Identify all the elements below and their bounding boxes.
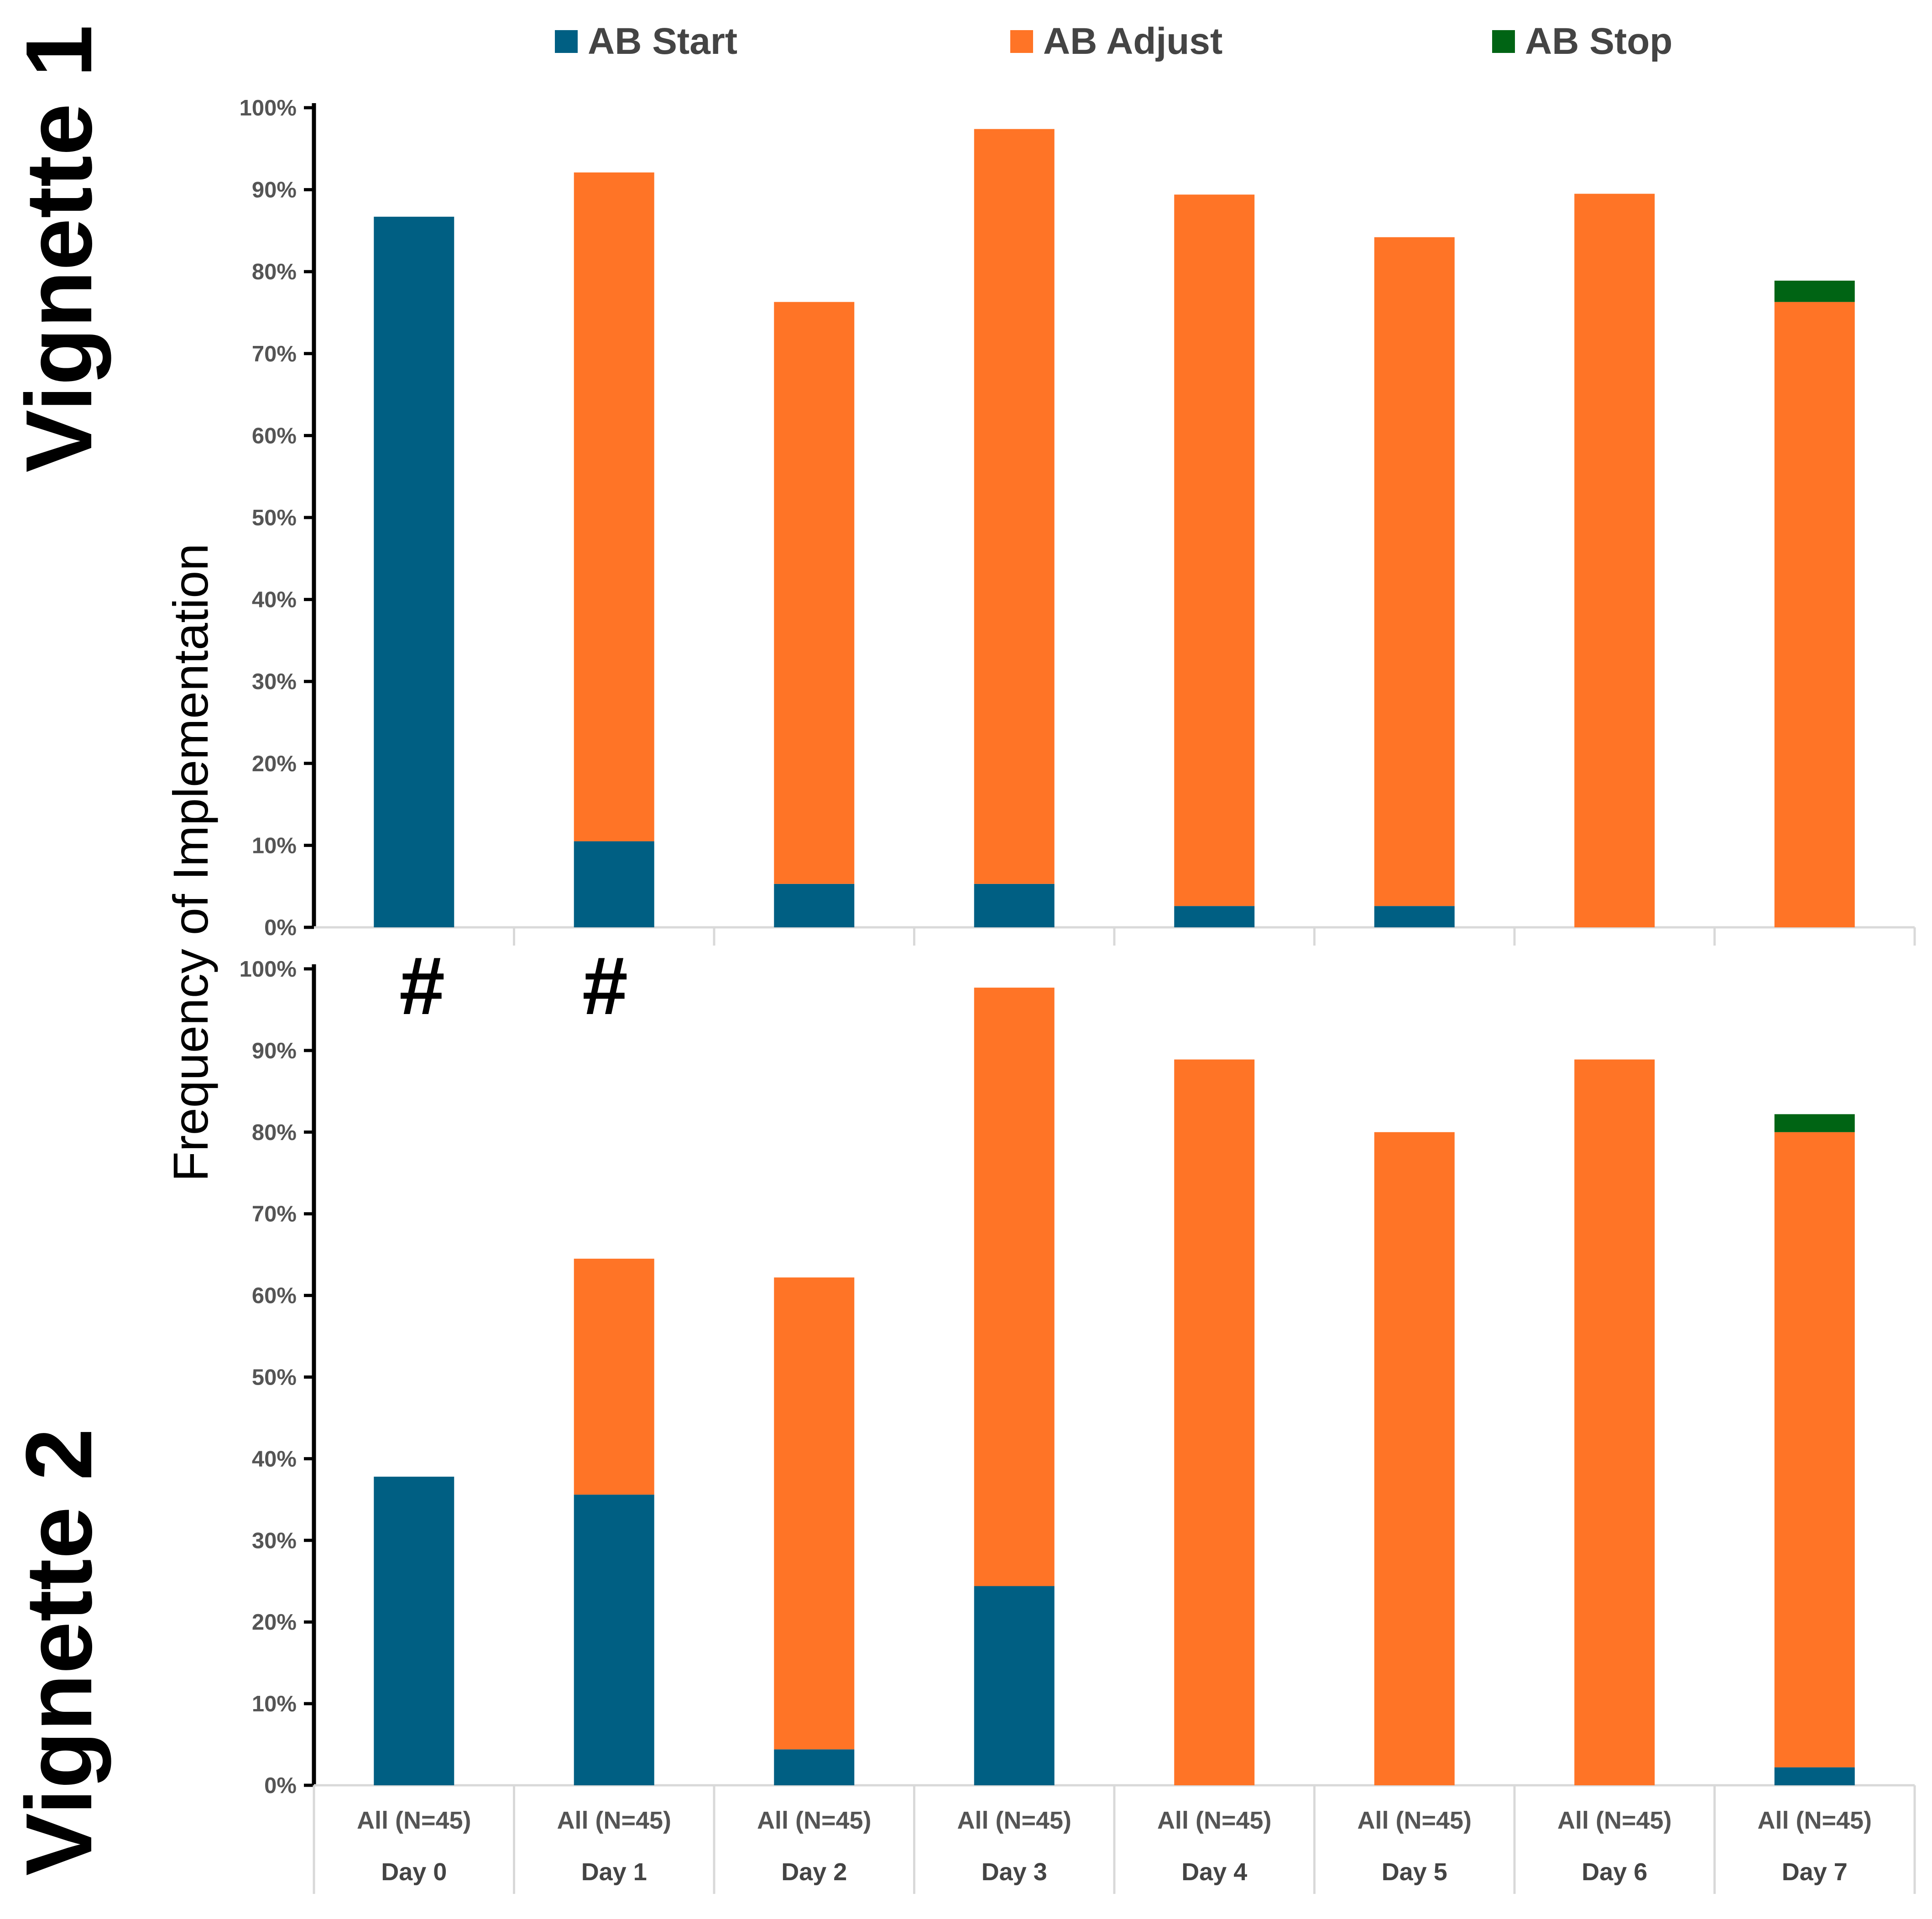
category-label-day-6: Day 6: [1582, 1858, 1647, 1886]
annotation-hash-day-0: #: [399, 940, 445, 1032]
bar-ab-adjust-day-3: [974, 129, 1055, 884]
y-tick-label: 30%: [252, 1528, 297, 1553]
y-tick-label: 60%: [252, 1284, 297, 1308]
category-group-label: All (N=45): [1557, 1807, 1672, 1834]
bar-ab-adjust-day-2: [774, 1277, 855, 1750]
y-axis-title: Frequency of Implementation: [163, 544, 218, 1182]
legend-swatch-ab-start: [555, 30, 578, 53]
bar-ab-start-day-5: [1374, 906, 1455, 927]
bar-ab-stop-day-7: [1774, 1114, 1855, 1132]
y-tick-label: 10%: [252, 1692, 297, 1716]
category-label-day-5: Day 5: [1382, 1858, 1447, 1886]
category-label-day-3: Day 3: [982, 1858, 1047, 1886]
bar-ab-adjust-day-7: [1774, 302, 1855, 927]
y-tick-label: 90%: [252, 178, 297, 203]
bar-ab-start-day-2: [774, 884, 855, 927]
category-group-label: All (N=45): [1157, 1807, 1272, 1834]
vignette-1-label: Vignette 1: [6, 25, 111, 473]
vignette-2-label: Vignette 2: [6, 1428, 111, 1876]
annotation-hash-day-1: #: [582, 940, 628, 1032]
y-tick-label: 10%: [252, 833, 297, 858]
y-tick-label: 20%: [252, 752, 297, 776]
y-tick-label: 70%: [252, 342, 297, 366]
y-tick-label: 90%: [252, 1039, 297, 1063]
category-label-day-1: Day 1: [581, 1858, 647, 1886]
category-label-day-4: Day 4: [1181, 1858, 1247, 1886]
category-label-day-7: Day 7: [1782, 1858, 1848, 1886]
bar-ab-stop-day-7: [1774, 280, 1855, 302]
y-tick-label: 80%: [252, 260, 297, 284]
bar-ab-start-day-1: [574, 1495, 654, 1785]
y-tick-label: 30%: [252, 669, 297, 694]
bar-ab-adjust-day-7: [1774, 1132, 1855, 1767]
legend-swatch-ab-stop: [1492, 30, 1515, 53]
category-group-label: All (N=45): [757, 1807, 872, 1834]
bar-ab-adjust-day-4: [1174, 1059, 1255, 1785]
panel-vignette-2: 0% 10% 20% 30% 40% 50% 60% 70% 80% 90% 100%: [240, 957, 1915, 1798]
y-tick-label: 40%: [252, 1447, 297, 1471]
category-group-label: All (N=45): [1357, 1807, 1472, 1834]
y-tick-label: 70%: [252, 1202, 297, 1227]
bar-ab-adjust-day-6: [1574, 1059, 1655, 1785]
legend-label-ab-stop: AB Stop: [1525, 21, 1672, 62]
category-group-label: All (N=45): [1757, 1807, 1872, 1834]
y-tick-label: 60%: [252, 424, 297, 448]
y-tick-label: 80%: [252, 1120, 297, 1145]
bar-ab-adjust-day-3: [974, 988, 1055, 1586]
bar-ab-adjust-day-1: [574, 172, 654, 842]
legend-swatch-ab-adjust: [1010, 30, 1033, 53]
category-group-label: All (N=45): [557, 1807, 671, 1834]
category-label-day-0: Day 0: [381, 1858, 447, 1886]
bar-ab-start-day-4: [1174, 906, 1255, 927]
bar-ab-start-day-0: [374, 1476, 454, 1785]
category-group-label: All (N=45): [357, 1807, 471, 1834]
legend-label-ab-start: AB Start: [588, 21, 737, 62]
y-tick-label: 100%: [240, 957, 297, 982]
y-tick-label: 50%: [252, 1365, 297, 1390]
bar-ab-adjust-day-6: [1574, 193, 1655, 928]
y-tick-label: 100%: [240, 96, 297, 120]
bar-ab-adjust-day-4: [1174, 194, 1255, 906]
panel-vignette-1: 0% 10% 20% 30% 40% 50% 60% 70% 80% 90% 100%: [240, 96, 1916, 946]
y-tick-label: 0%: [264, 915, 297, 940]
legend-label-ab-adjust: AB Adjust: [1043, 21, 1222, 62]
bar-ab-adjust-day-2: [774, 302, 855, 884]
bar-ab-start-day-0: [374, 216, 454, 927]
category-group-label: All (N=45): [957, 1807, 1071, 1834]
y-tick-label: 40%: [252, 588, 297, 612]
category-label-day-2: Day 2: [781, 1858, 847, 1886]
bar-ab-start-day-1: [574, 841, 654, 927]
category-axis: All (N=45) Day 0 All (N=45) Day 1 All (N=45)…: [313, 1785, 1916, 1894]
y-tick-label: 0%: [264, 1773, 297, 1798]
y-tick-label: 50%: [252, 506, 297, 530]
bar-ab-start-day-3: [974, 1586, 1055, 1785]
bar-ab-start-day-2: [774, 1749, 855, 1785]
bar-ab-adjust-day-1: [574, 1259, 654, 1495]
legend: AB Start AB Adjust AB Stop: [555, 21, 1672, 62]
bar-ab-start-day-3: [974, 884, 1055, 927]
y-tick-label: 20%: [252, 1610, 297, 1635]
bar-ab-adjust-day-5: [1374, 237, 1455, 906]
bar-ab-start-day-7: [1774, 1767, 1855, 1785]
bar-ab-adjust-day-5: [1374, 1132, 1455, 1785]
